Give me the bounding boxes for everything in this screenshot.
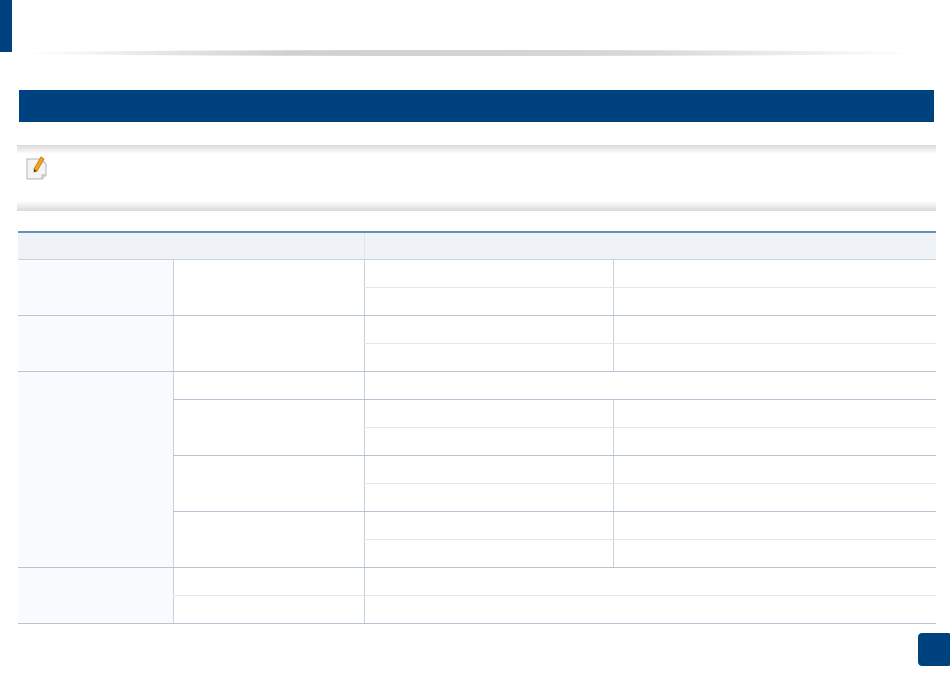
table-row <box>18 315 936 372</box>
header-cell <box>18 231 364 260</box>
table-cell <box>612 483 936 512</box>
header-cell <box>363 231 936 260</box>
note-box <box>17 145 936 211</box>
table-cell <box>612 343 936 372</box>
table-row <box>18 343 936 372</box>
table-cell <box>172 399 364 456</box>
page-number-badge <box>918 633 950 666</box>
table-row <box>18 539 936 568</box>
table-cell <box>363 483 613 512</box>
table-row <box>18 567 936 624</box>
table-row <box>18 511 936 568</box>
table-row <box>18 455 936 512</box>
table-cell <box>363 511 613 540</box>
table-cell <box>363 427 613 456</box>
table-cell <box>363 399 613 428</box>
table-cell <box>363 539 613 568</box>
table-cell <box>172 259 364 316</box>
table-row <box>18 427 936 456</box>
table-cell <box>18 259 173 316</box>
table-cell <box>363 371 936 400</box>
note-pencil-icon <box>26 156 47 180</box>
table-cell <box>172 455 364 512</box>
spec-table <box>18 231 936 624</box>
table-cell <box>612 287 936 316</box>
table-cell <box>363 595 936 624</box>
table-cell <box>612 511 936 540</box>
table-cell <box>363 315 613 344</box>
header-divider <box>20 50 920 56</box>
table-cell <box>363 455 613 484</box>
table-cell <box>363 259 613 288</box>
table-cell <box>172 567 364 596</box>
chapter-tab <box>0 0 12 52</box>
table-header-row <box>18 231 936 260</box>
table-row <box>18 371 936 568</box>
table-row <box>18 483 936 512</box>
table-cell <box>363 567 936 596</box>
table-cell <box>612 259 936 288</box>
table-cell <box>172 595 364 624</box>
table-cell <box>612 455 936 484</box>
table-cell <box>612 539 936 568</box>
table-cell <box>612 399 936 428</box>
table-row <box>18 287 936 316</box>
table-cell <box>18 567 173 624</box>
table-row <box>18 259 936 316</box>
table-cell <box>18 315 173 372</box>
table-cell <box>172 511 364 568</box>
table-cell <box>363 343 613 372</box>
table-cell <box>172 371 364 400</box>
table-row <box>18 399 936 456</box>
table-cell <box>612 315 936 344</box>
table-cell <box>612 427 936 456</box>
table-row <box>18 595 936 624</box>
section-title-bar <box>19 90 934 122</box>
table-cell <box>363 287 613 316</box>
table-cell <box>172 315 364 372</box>
table-cell <box>18 371 173 568</box>
